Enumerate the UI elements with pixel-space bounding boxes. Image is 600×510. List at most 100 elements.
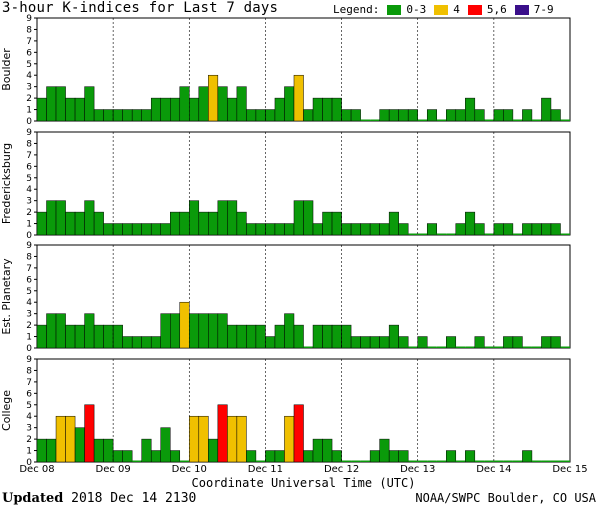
k-index-bar [198, 415, 209, 463]
k-index-bar [370, 119, 380, 121]
k-index-bar [455, 460, 466, 462]
legend-swatch-purple [514, 4, 529, 15]
k-index-bar [455, 109, 466, 122]
x-tick-label: Dec 13 [400, 464, 435, 475]
k-index-bar [160, 97, 171, 122]
k-index-bar [141, 438, 152, 463]
legend-item-label: 4 [453, 3, 460, 16]
k-index-bar [512, 336, 523, 349]
k-index-bar [170, 211, 181, 236]
k-index-bar [350, 223, 361, 236]
k-index-bar [312, 97, 323, 122]
legend-item-7-9: 7-9 [514, 3, 554, 16]
y-tick-label: 3 [26, 83, 32, 93]
k-index-bar [84, 86, 95, 122]
k-index-bar [122, 223, 133, 236]
k-index-bar [112, 450, 123, 463]
k-index-bar [74, 211, 85, 236]
k-index-bar [351, 460, 361, 462]
k-index-bar [265, 223, 276, 236]
k-index-bar [560, 119, 570, 121]
k-index-bar [322, 438, 333, 463]
k-index-bar [493, 460, 504, 462]
k-index-bar [274, 324, 285, 349]
k-index-bar [322, 211, 333, 236]
k-index-bar [493, 223, 504, 236]
k-index-bar [341, 324, 352, 349]
k-index-bar [246, 109, 257, 122]
k-index-bar [150, 223, 161, 236]
k-index-bar [369, 336, 380, 349]
k-index-bar [189, 200, 200, 236]
k-index-bar [255, 460, 266, 462]
k-index-bar [160, 223, 171, 236]
k-index-bar [150, 336, 161, 349]
k-index-bar [493, 346, 504, 348]
legend-item-label: 0-3 [406, 3, 427, 16]
updated-label: Updated [2, 491, 64, 506]
k-index-bar [388, 211, 399, 236]
k-index-bar [284, 223, 295, 236]
y-tick-label: 6 [26, 162, 32, 172]
y-tick-label: 0 [26, 344, 32, 354]
k-index-bar [312, 223, 323, 236]
k-index-bar [408, 346, 418, 348]
k-index-bar [560, 346, 570, 348]
k-index-bar [93, 211, 104, 236]
k-index-bar [46, 86, 57, 122]
k-index-bar [522, 109, 533, 122]
k-index-bar [465, 450, 476, 463]
k-index-bar [522, 450, 533, 463]
y-tick-label: 8 [26, 25, 32, 35]
k-index-bar [360, 119, 371, 121]
legend-swatch-red [467, 4, 482, 15]
k-index-bar [436, 460, 447, 462]
k-index-bar [503, 336, 514, 349]
legend-item-5-6: 5,6 [467, 3, 507, 16]
k-index-bar [541, 460, 551, 462]
k-index-bar [93, 109, 104, 122]
k-index-bar [217, 200, 228, 236]
y-tick-label: 2 [26, 435, 32, 445]
k-index-bar [65, 211, 76, 236]
k-index-bar [112, 109, 123, 122]
k-index-bar [255, 223, 266, 236]
k-index-bar [379, 109, 390, 122]
k-index-bar [360, 223, 371, 236]
k-index-bar [379, 336, 390, 349]
k-index-bar [426, 223, 438, 236]
k-index-bar [255, 109, 266, 122]
legend: Legend: 0-3 4 5,6 7-9 [333, 3, 554, 16]
k-index-bar [55, 313, 66, 349]
k-index-bar [198, 86, 209, 122]
k-index-bar [103, 109, 114, 122]
k-index-bar [541, 336, 552, 349]
k-index-bar [65, 415, 76, 463]
k-index-bar [369, 223, 380, 236]
y-tick-label: 6 [26, 389, 32, 399]
k-index-bar [170, 450, 181, 463]
k-index-bar [550, 109, 561, 122]
k-index-bar [74, 97, 85, 122]
y-tick-label: 6 [26, 275, 32, 285]
y-tick-label: 3 [26, 424, 32, 434]
y-tick-label: 9 [26, 355, 32, 365]
k-index-bar [132, 460, 142, 462]
k-index-bar [388, 324, 399, 349]
k-index-bar [198, 211, 209, 236]
k-index-bar [36, 211, 47, 236]
y-tick-label: 6 [26, 48, 32, 58]
k-index-bar [465, 97, 476, 122]
panel-name: Est. Planetary [0, 258, 13, 335]
k-index-bar [531, 460, 542, 462]
k-index-bar [46, 313, 57, 349]
panel-name: College [0, 390, 13, 431]
k-index-bar [265, 109, 276, 122]
y-tick-label: 7 [26, 378, 32, 388]
k-index-bar [484, 233, 494, 235]
k-index-bar [236, 86, 247, 122]
k-index-bar [170, 313, 181, 349]
y-tick-label: 5 [26, 174, 32, 184]
y-tick-label: 9 [26, 241, 32, 251]
x-tick-label: Dec 12 [324, 464, 359, 475]
